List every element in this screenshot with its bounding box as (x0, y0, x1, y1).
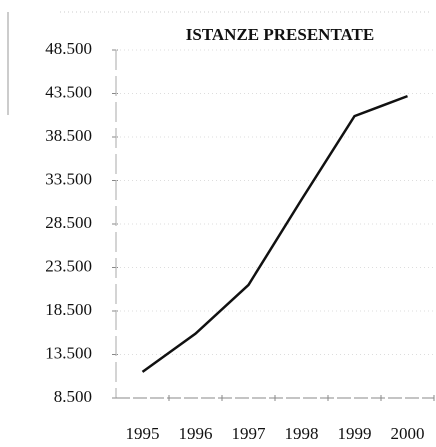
x-tick-label: 1998 (285, 424, 319, 443)
y-tick-label: 28.500 (45, 213, 92, 232)
x-tick-label: 1999 (338, 424, 372, 443)
x-tick-label: 1996 (179, 424, 213, 443)
x-tick-label: 2000 (391, 424, 425, 443)
chart-title: ISTANZE PRESENTATE (186, 25, 374, 44)
y-tick-label: 23.500 (45, 256, 92, 275)
x-tick-label: 1995 (126, 424, 160, 443)
y-tick-label: 8.500 (54, 387, 92, 406)
y-tick-label: 18.500 (45, 300, 92, 319)
y-tick-label: 43.500 (45, 82, 92, 101)
line-series (141, 94, 408, 373)
y-tick-label: 48.500 (45, 39, 92, 58)
y-tick-label: 38.500 (45, 126, 92, 145)
y-tick-label: 13.500 (45, 343, 92, 362)
x-tick-label: 1997 (232, 424, 267, 443)
y-tick-label: 33.500 (45, 169, 92, 188)
